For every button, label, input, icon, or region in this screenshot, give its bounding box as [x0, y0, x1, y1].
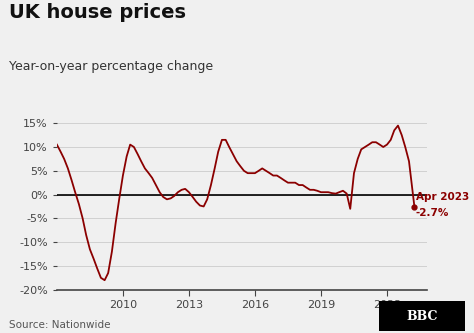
Text: Apr 2023: Apr 2023	[416, 192, 469, 202]
Text: BBC: BBC	[406, 310, 438, 323]
Text: -2.7%: -2.7%	[416, 208, 449, 218]
Text: UK house prices: UK house prices	[9, 3, 186, 22]
Text: Year-on-year percentage change: Year-on-year percentage change	[9, 60, 214, 73]
Text: Source: Nationwide: Source: Nationwide	[9, 320, 111, 330]
